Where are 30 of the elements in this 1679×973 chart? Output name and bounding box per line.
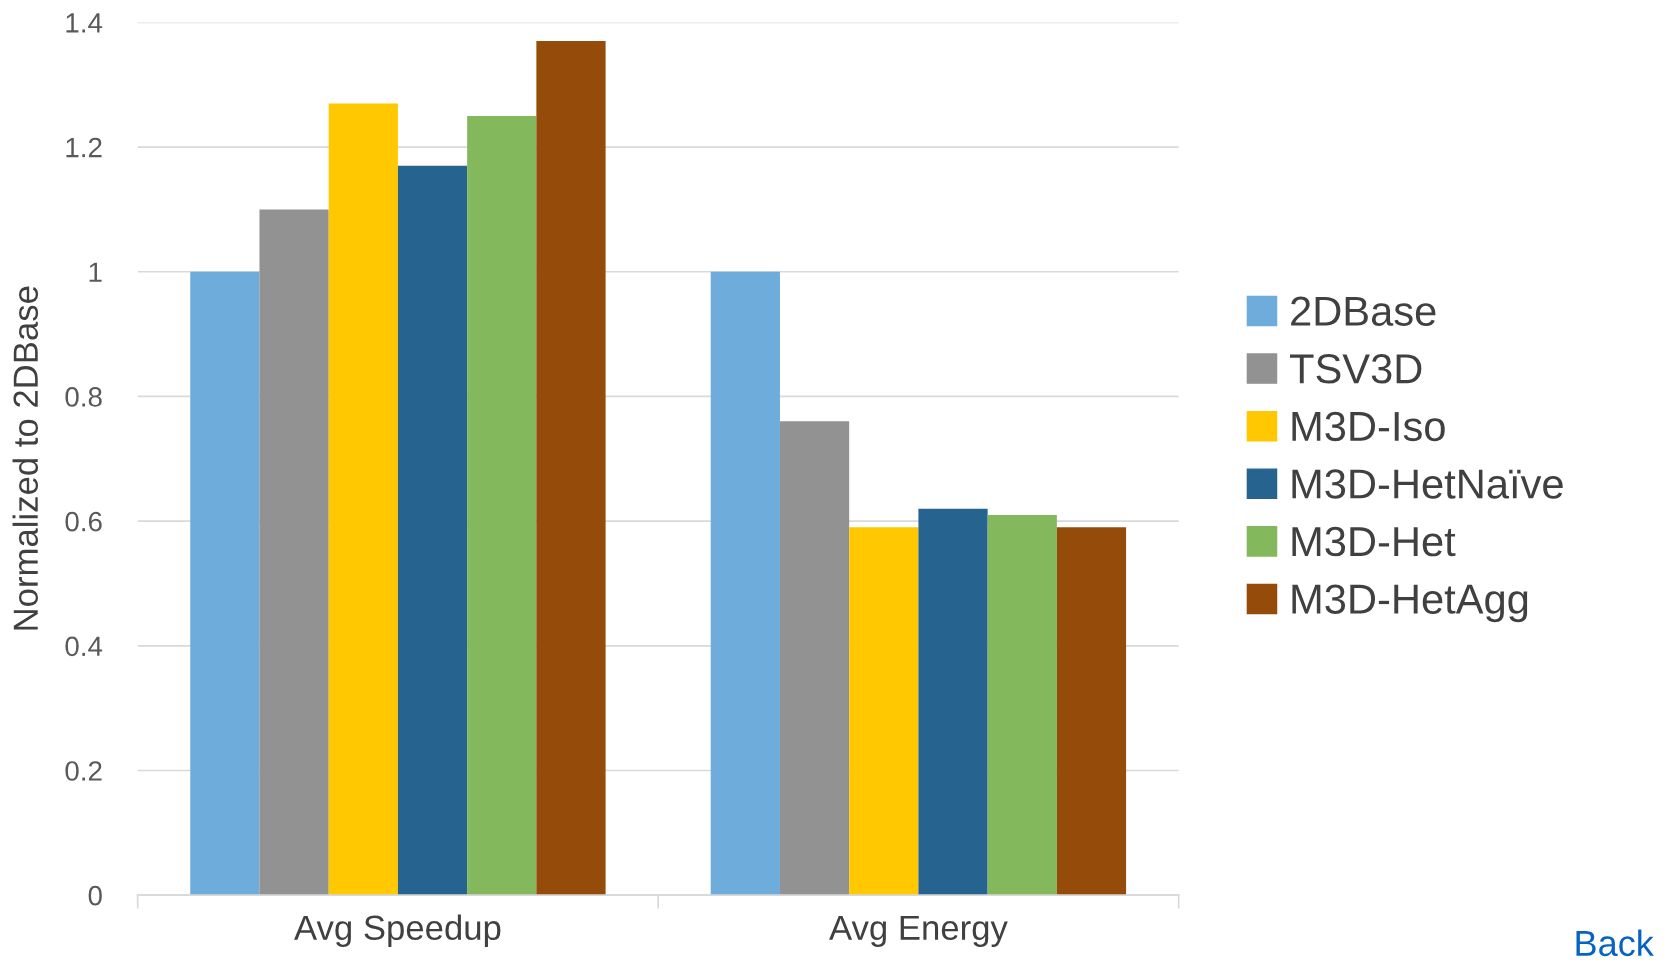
bar: [849, 527, 919, 896]
legend-label: 2DBase: [1291, 296, 1436, 326]
bar: [397, 165, 468, 896]
legend-label: M3D-HetAgg: [1292, 584, 1528, 623]
bar: [1056, 527, 1127, 896]
y-tick-label: 1.2: [66, 137, 102, 158]
legend-label: M3D-HetNaïve: [1292, 469, 1563, 499]
x-tick-label: Avg Energy: [829, 915, 1008, 947]
bar: [987, 514, 1057, 896]
y-tick-label: 0: [88, 885, 102, 906]
bar: [190, 271, 260, 896]
bar: [536, 41, 606, 896]
legend-label: M3D-Het: [1292, 526, 1456, 557]
bar: [918, 508, 988, 896]
bar: [259, 209, 329, 896]
y-tick-label: 0.8: [65, 387, 102, 407]
legend-label: M3D-Iso: [1292, 411, 1445, 442]
y-tick-label: 0.2: [65, 761, 102, 781]
bar: [779, 421, 850, 896]
y-tick-label: 0.6: [65, 511, 102, 532]
text: Back: [1576, 929, 1654, 957]
y-tick-label: 1.4: [66, 13, 103, 33]
bar: [710, 271, 780, 896]
y-tick-label: 1: [89, 262, 102, 282]
bar: [328, 103, 398, 896]
legend-label: TSV3D: [1289, 354, 1422, 384]
bar: [467, 115, 537, 896]
y-tick-label: 0.4: [65, 636, 103, 657]
x-tick-label: Avg Speedup: [294, 914, 501, 947]
y-axis-title: Normalized to 2DBase: [12, 286, 39, 630]
